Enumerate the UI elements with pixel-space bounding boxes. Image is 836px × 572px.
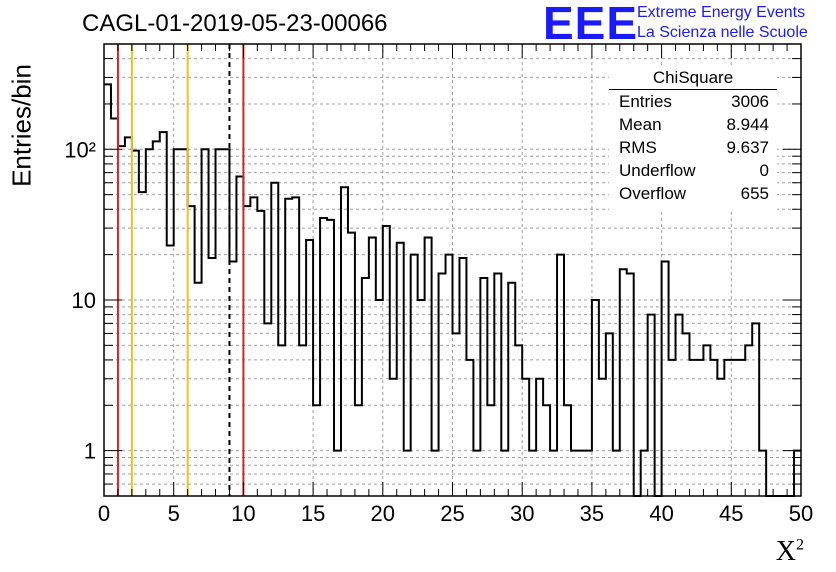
stats-row-entries: Entries 3006 <box>609 90 777 113</box>
x-tick-label: 15 <box>301 501 325 526</box>
stats-label: Overflow <box>619 184 687 203</box>
stats-label: Mean <box>619 115 662 134</box>
eee-logo: EEE <box>543 0 639 49</box>
y-tick-label: 1 <box>84 439 96 464</box>
chart-title: CAGL-01-2019-05-23-00066 <box>82 10 388 37</box>
x-tick-label: 45 <box>719 501 743 526</box>
stats-row-overflow: Overflow 655 <box>609 182 777 205</box>
x-axis-label: X2 <box>775 536 804 567</box>
stats-box-title: ChiSquare <box>609 67 777 90</box>
stats-value: 655 <box>740 184 769 203</box>
x-tick-label: 30 <box>510 501 534 526</box>
logo-line-1: Extreme Energy Events <box>637 4 806 21</box>
histogram-series <box>104 83 801 497</box>
x-tick-label: 40 <box>649 501 673 526</box>
stats-value: 3006 <box>731 92 769 111</box>
stats-label: RMS <box>619 138 657 157</box>
x-tick-label: 0 <box>98 501 110 526</box>
stats-value: 9.637 <box>726 138 769 157</box>
x-tick-label: 50 <box>789 501 813 526</box>
x-tick-label: 10 <box>231 501 255 526</box>
stats-label: Underflow <box>619 161 696 180</box>
stats-row-rms: RMS 9.637 <box>609 136 777 159</box>
x-tick-label: 5 <box>168 501 180 526</box>
stats-row-underflow: Underflow 0 <box>609 159 777 182</box>
y-tick-label: 10 <box>72 288 96 313</box>
x-tick-label: 35 <box>580 501 604 526</box>
stats-value: 8.944 <box>726 115 769 134</box>
stats-row-mean: Mean 8.944 <box>609 113 777 136</box>
stats-label: Entries <box>619 92 672 111</box>
logo-line-2: La Scienza nelle Scuole <box>637 24 808 41</box>
stats-value: 0 <box>759 161 769 180</box>
stats-box: ChiSquare Entries 3006 Mean 8.944 RMS 9.… <box>609 67 777 210</box>
y-tick-label: 10² <box>64 137 96 162</box>
x-tick-label: 25 <box>440 501 464 526</box>
x-tick-label: 20 <box>371 501 395 526</box>
